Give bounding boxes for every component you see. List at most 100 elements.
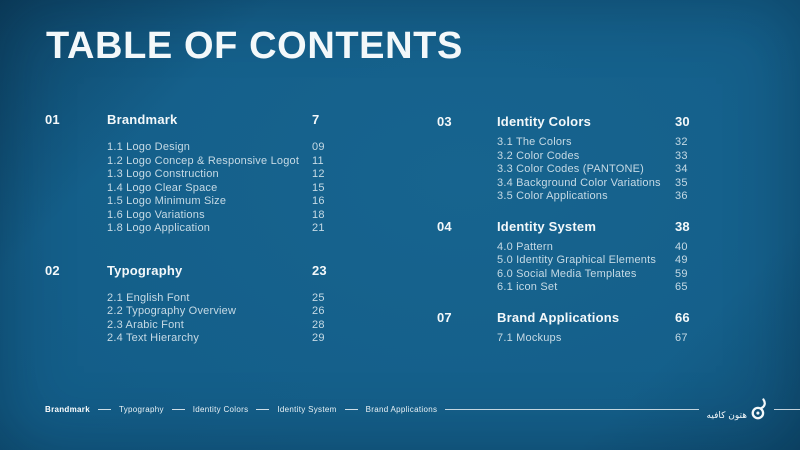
toc-item-page-number: 34	[675, 163, 688, 175]
toc-item[interactable]: 7.1 Mockups 67	[497, 332, 725, 346]
toc-item-label: 1.5 Logo Minimum Size	[107, 195, 227, 207]
drop-mark-icon	[751, 397, 766, 419]
toc-item[interactable]: 1.4 Logo Clear Space 15	[107, 182, 357, 196]
toc-item-page-number: 11	[312, 154, 324, 167]
toc-item[interactable]: 3.1 The Colors 32	[497, 136, 725, 150]
toc-item[interactable]: 1.2 Logo Concep & Responsive Logot 11	[107, 155, 357, 169]
toc-item[interactable]: 6.1 icon Set 65	[497, 281, 725, 295]
brand-logo-arabic-text: هتون كافيه	[706, 410, 747, 421]
toc-item-label: 3.1 The Colors	[497, 136, 572, 148]
toc-item[interactable]: 1.3 Logo Construction 12	[107, 168, 357, 182]
toc-item[interactable]: 3.3 Color Codes (PANTONE) 34	[497, 163, 725, 177]
section-number: 02	[45, 262, 60, 278]
toc-item[interactable]: 1.1 Logo Design 09	[107, 141, 357, 155]
toc-item-page-number: 18	[312, 208, 325, 221]
toc-section: 07 Brand Applications 66 7.1 Mockups 67	[437, 310, 725, 346]
toc-section-heading[interactable]: 07 Brand Applications 66	[437, 310, 725, 326]
toc-item-label: 1.8 Logo Application	[107, 222, 211, 234]
section-page-number: 66	[675, 309, 690, 325]
toc-item[interactable]: 2.4 Text Hierarchy 29	[107, 332, 357, 346]
toc-item-page-number: 35	[675, 176, 688, 189]
toc-item-label: 6.1 icon Set	[497, 281, 558, 293]
toc-section: 02 Typography 23 2.1 English Font 25 2.2 Typo…	[45, 263, 357, 346]
toc-item-page-number: 21	[312, 222, 325, 234]
toc-item[interactable]: 5.0 Identity Graphical Elements 49	[497, 254, 725, 268]
toc-section-items: 3.1 The Colors 32 3.2 Color Codes 33 3.3 Col…	[497, 136, 725, 204]
footer-nav-brandmark[interactable]: Brandmark	[45, 404, 90, 414]
toc-item[interactable]: 1.8 Logo Application 21	[107, 222, 357, 236]
toc-item-label: 1.2 Logo Concep & Responsive Logot	[107, 154, 300, 167]
toc-section-items: 4.0 Pattern 40 5.0 Identity Graphical Elem…	[497, 241, 725, 295]
toc-item-page-number: 65	[675, 281, 688, 293]
toc-item-label: 1.4 Logo Clear Space	[107, 181, 218, 194]
toc-item-page-number: 49	[675, 254, 688, 266]
footer-nav-identity-system[interactable]: Identity System	[277, 404, 337, 414]
section-page-number: 7	[312, 112, 320, 127]
footer-nav-identity-colors[interactable]: Identity Colors	[192, 404, 249, 414]
section-page-number: 30	[675, 114, 690, 129]
toc-item-label: 3.4 Background Color Variations	[497, 176, 661, 189]
toc-item-label: 2.4 Text Hierarchy	[107, 332, 200, 344]
toc-item-page-number: 59	[675, 267, 688, 280]
toc-item-page-number: 26	[312, 305, 325, 317]
footer-end-dash	[774, 408, 800, 410]
toc-item-label: 3.5 Color Applications	[497, 190, 608, 202]
footer-dash	[171, 408, 185, 410]
toc-item-page-number: 40	[675, 240, 688, 253]
footer-dash	[97, 408, 111, 410]
toc-item[interactable]: 3.5 Color Applications 36	[497, 190, 725, 204]
section-title: Typography	[107, 262, 183, 278]
toc-item-page-number: 32	[675, 136, 688, 148]
toc-item[interactable]: 2.3 Arabic Font 28	[107, 319, 357, 333]
toc-item-page-number: 25	[312, 291, 325, 304]
toc-item[interactable]: 2.2 Typography Overview 26	[107, 305, 357, 319]
page-title: TABLE OF CONTENTS	[46, 25, 463, 67]
footer-dash	[256, 408, 270, 410]
section-title: Brandmark	[107, 112, 178, 127]
footer-nav-brand-applications[interactable]: Brand Applications	[365, 404, 438, 414]
toc-item-label: 1.1 Logo Design	[107, 141, 191, 153]
footer: Brandmark Typography Identity Colors Identi…	[45, 397, 800, 421]
toc-section-items: 7.1 Mockups 67	[497, 332, 725, 346]
toc-item-page-number: 36	[675, 190, 688, 202]
toc-item-label: 3.3 Color Codes (PANTONE)	[497, 163, 645, 175]
toc-item[interactable]: 2.1 English Font 25	[107, 292, 357, 306]
toc-section-heading[interactable]: 04 Identity System 38	[437, 219, 725, 235]
toc-item-page-number: 28	[312, 318, 325, 331]
section-number: 03	[437, 114, 452, 129]
toc-item-page-number: 33	[675, 149, 688, 162]
toc-item-label: 1.6 Logo Variations	[107, 208, 205, 221]
section-title: Identity Colors	[497, 114, 592, 129]
toc-section: 01 Brandmark 7 1.1 Logo Design 09 1.2 Logo Co…	[45, 112, 357, 236]
toc-item-label: 2.1 English Font	[107, 291, 190, 304]
section-title: Brand Applications	[497, 309, 620, 325]
section-page-number: 23	[312, 262, 327, 278]
toc-section: 03 Identity Colors 30 3.1 The Colors 32 3.2 C…	[437, 114, 725, 204]
toc-section-items: 2.1 English Font 25 2.2 Typography Overvie…	[107, 292, 357, 346]
toc-item-page-number: 16	[312, 195, 325, 207]
toc-section-heading[interactable]: 01 Brandmark 7	[45, 112, 357, 128]
toc-section-heading[interactable]: 03 Identity Colors 30	[437, 114, 725, 130]
toc-column-right: 03 Identity Colors 30 3.1 The Colors 32 3.2 C…	[437, 114, 725, 345]
toc-item-label: 2.2 Typography Overview	[107, 305, 237, 317]
brand-logo: هتون كافيه	[706, 397, 767, 421]
toc-item[interactable]: 4.0 Pattern 40	[497, 241, 725, 255]
section-number: 04	[437, 218, 452, 234]
section-page-number: 38	[675, 218, 690, 234]
toc-item-page-number: 12	[312, 168, 325, 180]
toc-item[interactable]: 1.5 Logo Minimum Size 16	[107, 195, 357, 209]
toc-item-page-number: 09	[312, 141, 325, 153]
toc-item[interactable]: 3.4 Background Color Variations 35	[497, 177, 725, 191]
toc-item-label: 3.2 Color Codes	[497, 149, 580, 162]
section-number: 01	[45, 112, 60, 127]
toc-section: 04 Identity System 38 4.0 Pattern 40 5.0 Iden…	[437, 219, 725, 295]
toc-item[interactable]: 6.0 Social Media Templates 59	[497, 268, 725, 282]
toc-item[interactable]: 1.6 Logo Variations 18	[107, 209, 357, 223]
toc-section-heading[interactable]: 02 Typography 23	[45, 263, 357, 279]
footer-divider-line	[445, 408, 699, 410]
toc-item-label: 7.1 Mockups	[497, 331, 562, 344]
toc-item[interactable]: 3.2 Color Codes 33	[497, 150, 725, 164]
toc-item-label: 5.0 Identity Graphical Elements	[497, 254, 657, 266]
toc-section-items: 1.1 Logo Design 09 1.2 Logo Concep & Respo…	[107, 141, 357, 236]
footer-nav-typography[interactable]: Typography	[118, 404, 164, 414]
